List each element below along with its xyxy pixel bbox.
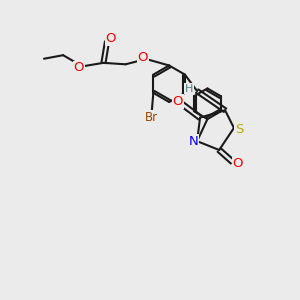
Text: O: O <box>74 61 84 74</box>
Text: O: O <box>105 32 116 45</box>
Text: N: N <box>189 135 199 148</box>
Text: S: S <box>235 123 243 136</box>
Text: O: O <box>232 157 243 170</box>
Text: H: H <box>185 84 193 94</box>
Text: Br: Br <box>145 110 158 124</box>
Text: O: O <box>173 95 183 108</box>
Text: O: O <box>137 51 148 64</box>
